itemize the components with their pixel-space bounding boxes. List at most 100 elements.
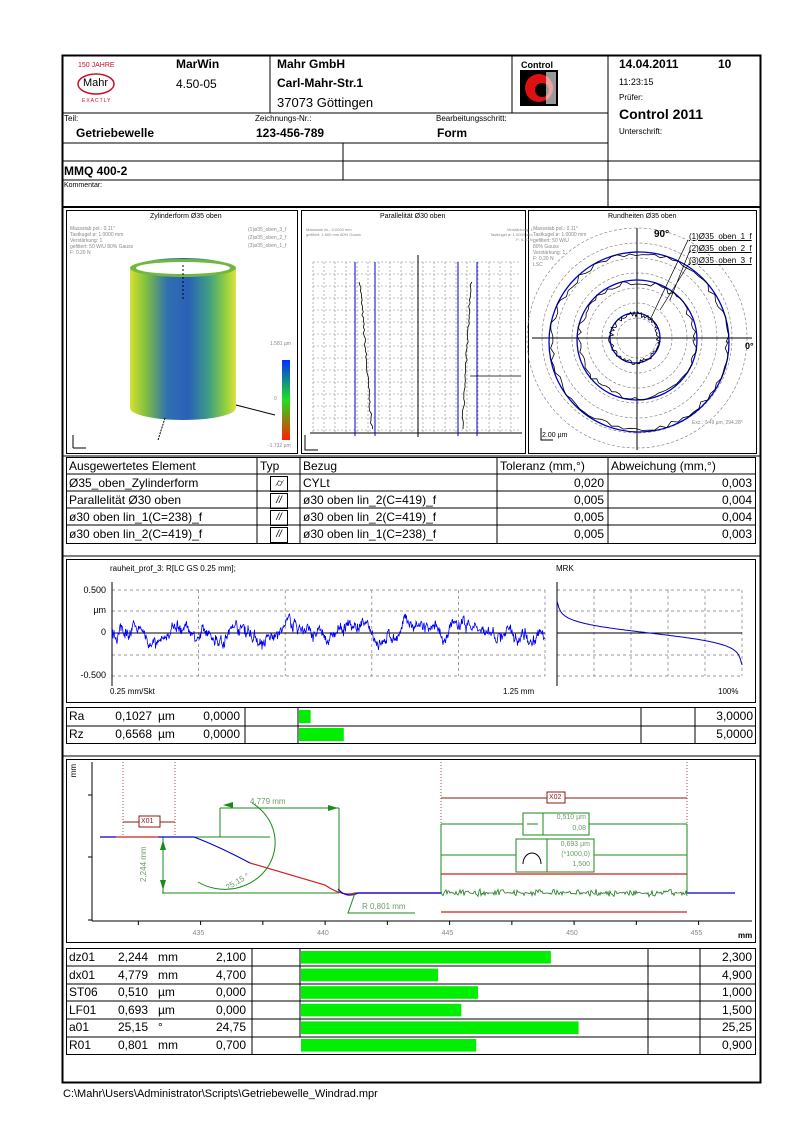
contour-y-unit: mm [69, 764, 78, 778]
measured-profile [550, 253, 730, 431]
roughness-profile-chart [111, 582, 546, 686]
param-upper-limit: 5,0000 [716, 727, 753, 741]
dx-label: 4,779 mm [250, 797, 286, 806]
mahr-logo [77, 73, 115, 95]
cell-element: ø30 oben lin_1(C=238)_f [69, 510, 203, 524]
param-value: 0,6568 [115, 727, 152, 741]
company-name: Mahr GmbH [277, 57, 346, 71]
logo-text-exactly: EXACTLY [82, 98, 112, 104]
param-unit: mm [158, 1038, 178, 1052]
col-header-bezug: Bezug [303, 459, 338, 473]
mrk-title: MRK [556, 564, 574, 573]
colorbar-zero: 0 [274, 396, 277, 402]
tolerance-symbol-icon: // [270, 493, 288, 509]
tolerance-bar [301, 951, 551, 964]
cell-element: ø30 oben lin_2(C=419)_f [69, 527, 203, 541]
cell-bezug: CYLt [303, 476, 330, 490]
material-ratio-curve [556, 582, 743, 686]
y-unit: µm [93, 605, 106, 615]
cell-toleranz: 0,005 [573, 510, 604, 524]
contour-plot [88, 762, 752, 925]
contour-x-unit: mm [738, 931, 753, 940]
lf-value: 0,693 µm [560, 841, 590, 848]
param-lower-limit: 2,100 [215, 950, 246, 964]
y-tick-0: 0 [100, 627, 106, 637]
param-upper-limit: 0,900 [721, 1038, 752, 1052]
roundness-title: Rundheiten Ø35 oben [608, 213, 677, 220]
param-value: 0,801 [117, 1038, 148, 1052]
tolerance-bar [301, 1039, 477, 1052]
kommentar-label: Kommentar: [64, 182, 103, 189]
x02-box [546, 791, 566, 804]
tolerance-symbol-icon: ⌭ [270, 476, 288, 492]
tolerance-bar [299, 728, 344, 741]
tolerance-bar [301, 986, 478, 999]
report-date: 14.04.2011 [619, 57, 679, 71]
fit-circle [576, 279, 698, 401]
pruefer-label: Prüfer: [619, 93, 644, 102]
y-tick-0.5: 0.500 [83, 585, 106, 595]
roundness-polar-plot [526, 227, 752, 450]
param-name: LF01 [69, 1002, 97, 1017]
param-name: R01 [69, 1038, 92, 1052]
mrk-curve [556, 600, 743, 666]
param-value: 0,510 [117, 985, 148, 1000]
report-time: 11:23:15 [619, 77, 654, 87]
param-upper-limit: 25,25 [721, 1020, 752, 1035]
cylinder-info: Massstab pol.: 0.11° Tastkugel ø: 1.0000 … [70, 226, 134, 256]
param-name: Ra [69, 709, 85, 723]
roughness-profile-line [111, 613, 546, 650]
param-upper-limit: 2,300 [721, 950, 752, 964]
x-tick-label: 435 [192, 930, 205, 937]
param-value: 4,779 [117, 967, 148, 982]
param-value: 25,15 [117, 1020, 148, 1035]
col-header-abweichung: Abweichung (mm,°) [611, 459, 716, 473]
param-value: 0,693 [117, 1002, 148, 1017]
software-name: MarWin [176, 57, 220, 71]
control-logo [520, 70, 558, 106]
roughness-section [440, 887, 688, 898]
control-logo-text: Control [521, 60, 553, 70]
measured-profile [576, 281, 698, 401]
x-tick-label: 440 [317, 930, 329, 937]
roundness-legend: (1)Ø35_oben_1_f (2)Ø35_oben_2_f (3)Ø35_obe… [689, 232, 752, 265]
parallelism-plot [304, 255, 522, 451]
tolerance-bars [297, 707, 579, 1052]
x01-label: X01 [141, 818, 154, 825]
machine-name: MMQ 400-2 [64, 164, 128, 178]
roundness-info: Massstab pol.: 0.11° Tastkugel ø: 1.0000 … [533, 226, 587, 268]
roundness-scale: 2.00 µm [542, 432, 568, 439]
angle-90-label: 90° [654, 229, 670, 240]
pruefer-value: Control 2011 [619, 106, 704, 122]
cell-element: Parallelität Ø30 oben [69, 493, 182, 507]
cell-abweichung: 0,003 [721, 476, 752, 490]
roughness-title: rauheit_prof_3: R[LC GS 0.25 mm]; [110, 564, 236, 573]
bearbeitungsschritt-value: Form [437, 126, 467, 140]
parallel-title: Parallelität Ø30 oben [380, 213, 446, 220]
x01-box [138, 815, 161, 828]
lf-box [515, 838, 595, 873]
st-box [522, 812, 590, 836]
param-unit: ° [158, 1020, 163, 1035]
col-header-element: Ausgewertetes Element [69, 459, 196, 473]
col-header-typ: Typ [260, 459, 280, 473]
tolerance-bar [301, 1003, 462, 1017]
bearbeitungsschritt-label: Bearbeitungsschritt: [436, 114, 507, 123]
logo-text-mahr: Mahr [83, 77, 109, 89]
cell-element: Ø35_oben_Zylinderform [69, 476, 199, 490]
contour-profile-flat [337, 888, 735, 896]
lf-cutoff: 1,500 [572, 861, 590, 868]
logo-text-150-jahre: 150 JAHRE [78, 62, 115, 69]
contour-profile-start [100, 836, 251, 864]
x-scale-label: 0.25 mm/Skt [110, 687, 155, 696]
param-name: a01 [69, 1020, 90, 1035]
cell-toleranz: 0,005 [573, 527, 604, 541]
software-version: 4.50-05 [176, 77, 217, 91]
param-lower-limit: 0,700 [215, 1038, 246, 1052]
angle-0-label: 0° [745, 341, 754, 351]
tolerance-bar [301, 1021, 579, 1034]
file-path: C:\Mahr\Users\Administrator\Scripts\Getr… [63, 1088, 378, 1100]
y-tick-neg-0.5: -0.500 [80, 670, 106, 680]
cell-bezug: ø30 oben lin_2(C=419)_f [303, 493, 437, 507]
